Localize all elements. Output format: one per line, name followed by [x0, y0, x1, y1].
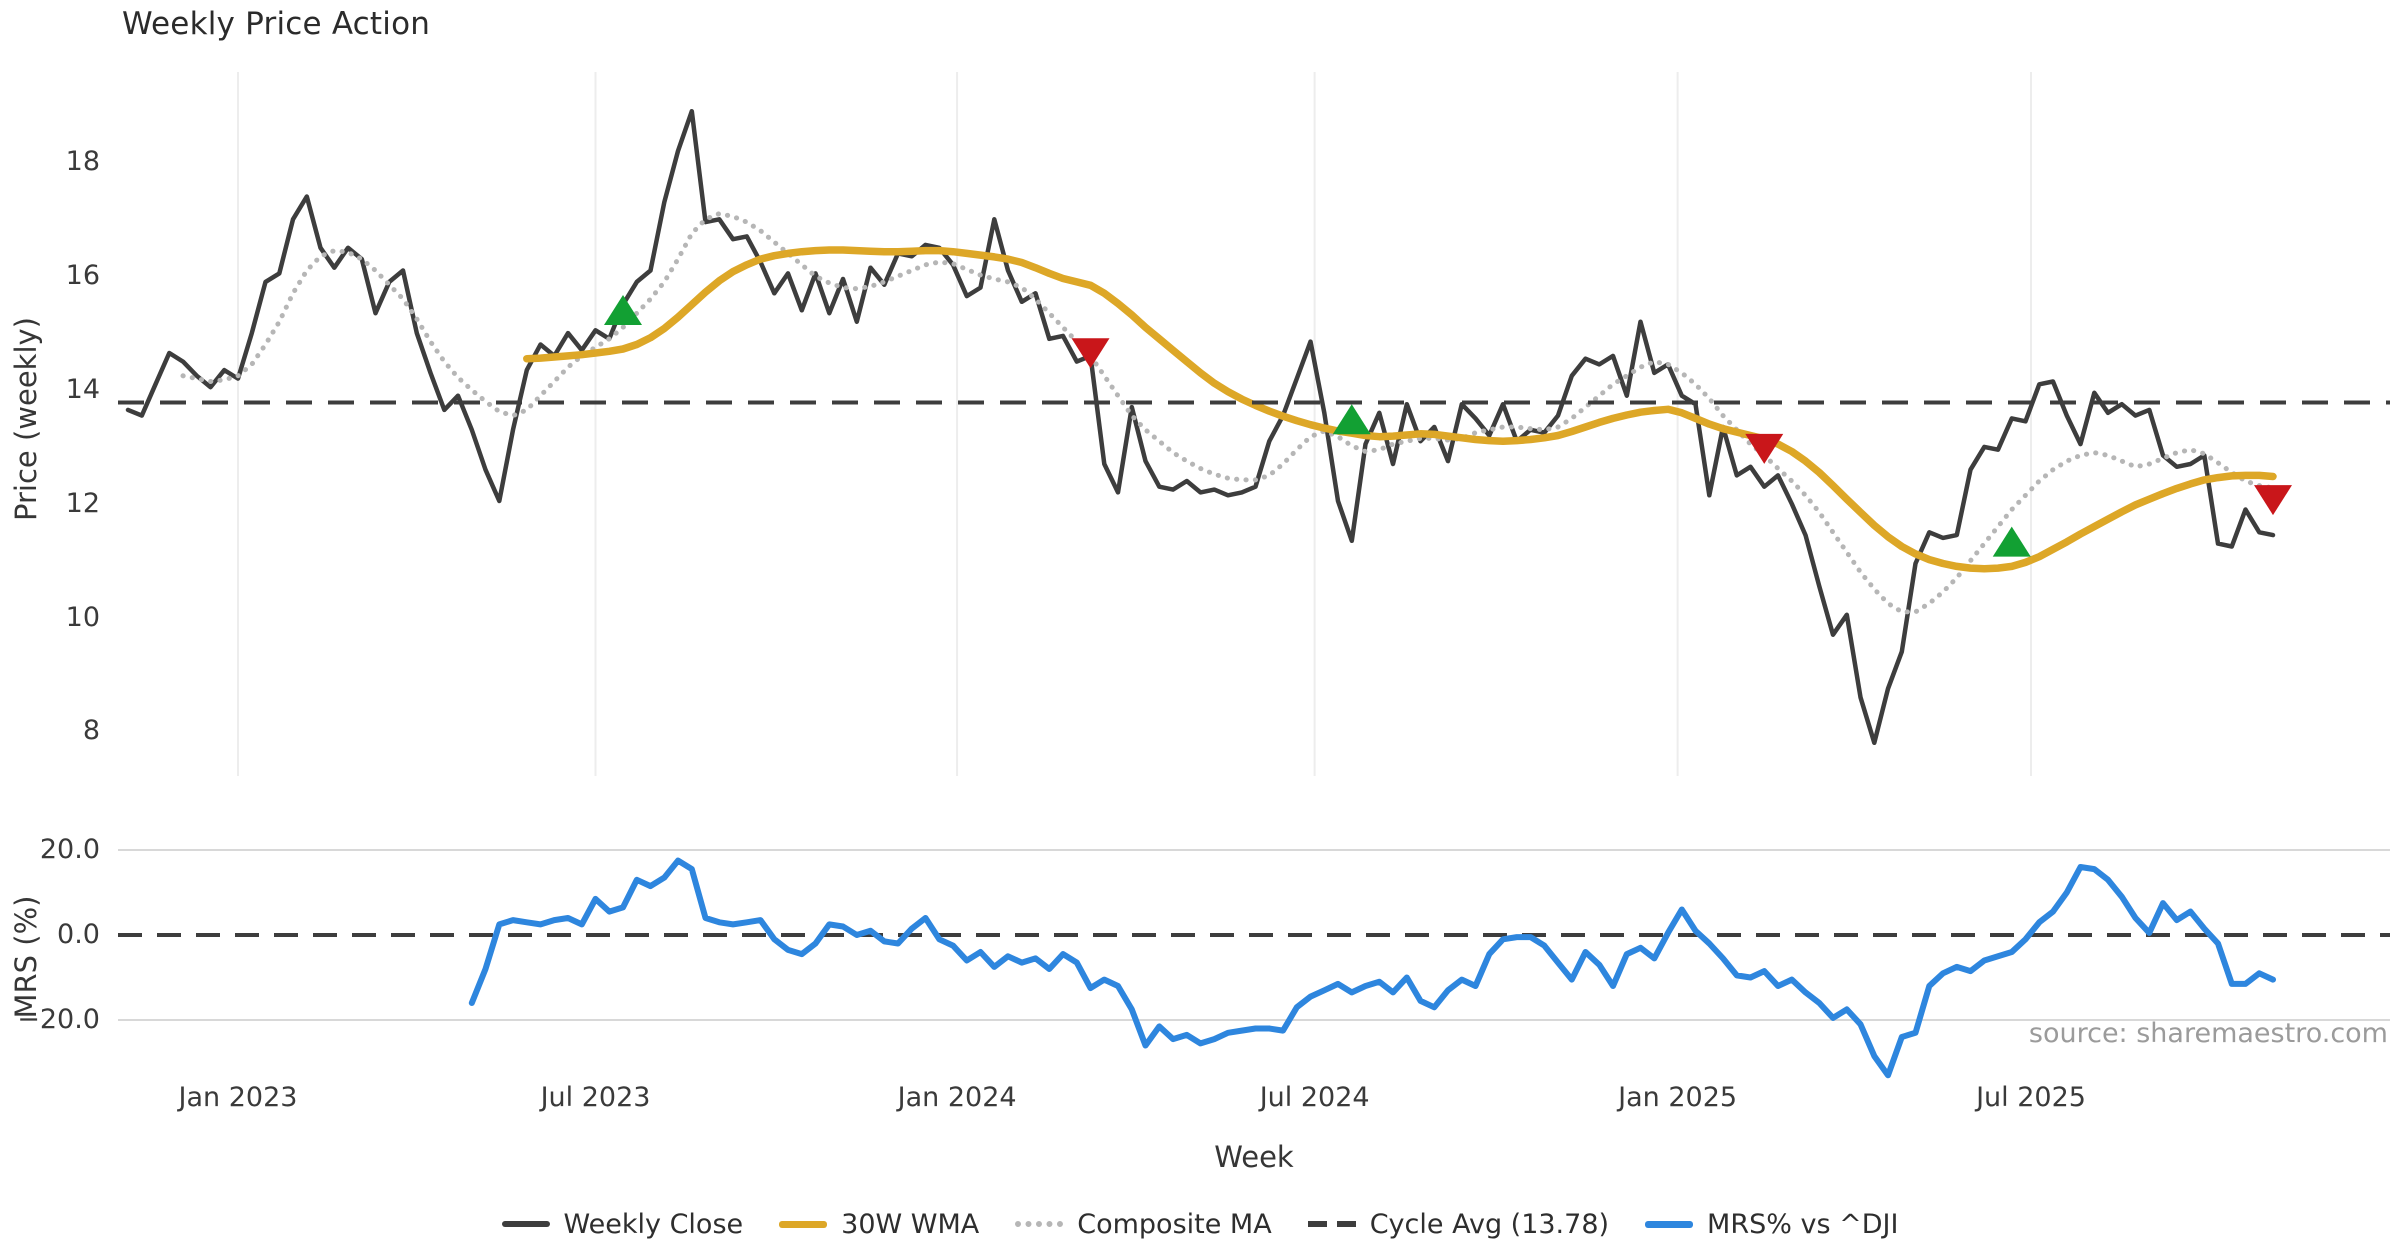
source-credit: source: sharemaestro.com — [2028, 1018, 2388, 1049]
mrs-axis-label: MRS (%) — [9, 895, 43, 1019]
sell-marker — [1071, 338, 1110, 369]
cycle-avg-swatch-icon — [1307, 1221, 1356, 1227]
legend-item-cycle-avg: Cycle Avg (13.78) — [1307, 1208, 1610, 1240]
x-tick-label: Jan 2024 — [897, 1082, 1017, 1113]
x-tick-label: Jan 2023 — [178, 1082, 298, 1113]
price-tick-label: 10 — [65, 601, 100, 633]
legend-item-composite: Composite MA — [1015, 1208, 1272, 1240]
legend-item-wma: 30W WMA — [779, 1209, 979, 1240]
wma-swatch-icon — [779, 1220, 828, 1228]
sell-marker — [1745, 433, 1784, 464]
price-tick-label: 12 — [65, 487, 100, 519]
legend-label-composite: Composite MA — [1077, 1208, 1272, 1240]
wma-line — [523, 246, 2277, 573]
buy-marker — [1992, 526, 2031, 557]
legend-item-weekly-close: Weekly Close — [501, 1208, 744, 1240]
legend-label-cycle-avg: Cycle Avg (13.78) — [1369, 1208, 1610, 1240]
weekly-close-line — [125, 108, 2276, 746]
week-axis-label: Week — [1214, 1140, 1294, 1174]
legend-label-weekly-close: Weekly Close — [563, 1208, 744, 1240]
x-tick-label: Jul 2025 — [1976, 1082, 2086, 1113]
mrs-swatch-icon — [1645, 1220, 1694, 1228]
buy-marker — [1332, 404, 1371, 435]
composite-ma-line — [180, 211, 2276, 615]
price-tick-label: 8 — [82, 715, 100, 747]
buy-marker — [604, 295, 642, 326]
x-tick-label: Jan 2025 — [1618, 1082, 1738, 1113]
mrs-tick-label: −20.0 — [17, 1004, 100, 1035]
legend-label-wma: 30W WMA — [841, 1208, 980, 1240]
x-tick-label: Jul 2024 — [1259, 1082, 1370, 1113]
legend-item-mrs: MRS% vs ^DJI — [1645, 1209, 1898, 1240]
sell-marker — [2254, 485, 2292, 516]
mrs-tick-label: 0.0 — [57, 919, 100, 950]
price-tick-label: 18 — [65, 146, 100, 178]
price-tick-label: 16 — [65, 260, 100, 292]
composite-ma-swatch-icon — [1015, 1221, 1064, 1227]
legend: Weekly Close 30W WMA Composite MA Cycle … — [0, 1198, 2400, 1250]
mrs-tick-label: 20.0 — [39, 834, 100, 865]
mrs-line — [468, 857, 2276, 1079]
weekly-close-swatch-icon — [501, 1221, 550, 1227]
price-tick-label: 14 — [65, 374, 100, 405]
legend-label-mrs: MRS% vs ^DJI — [1707, 1208, 1899, 1240]
chart-title: Weekly Price Action — [122, 6, 431, 42]
x-tick-label: Jul 2023 — [540, 1082, 651, 1113]
